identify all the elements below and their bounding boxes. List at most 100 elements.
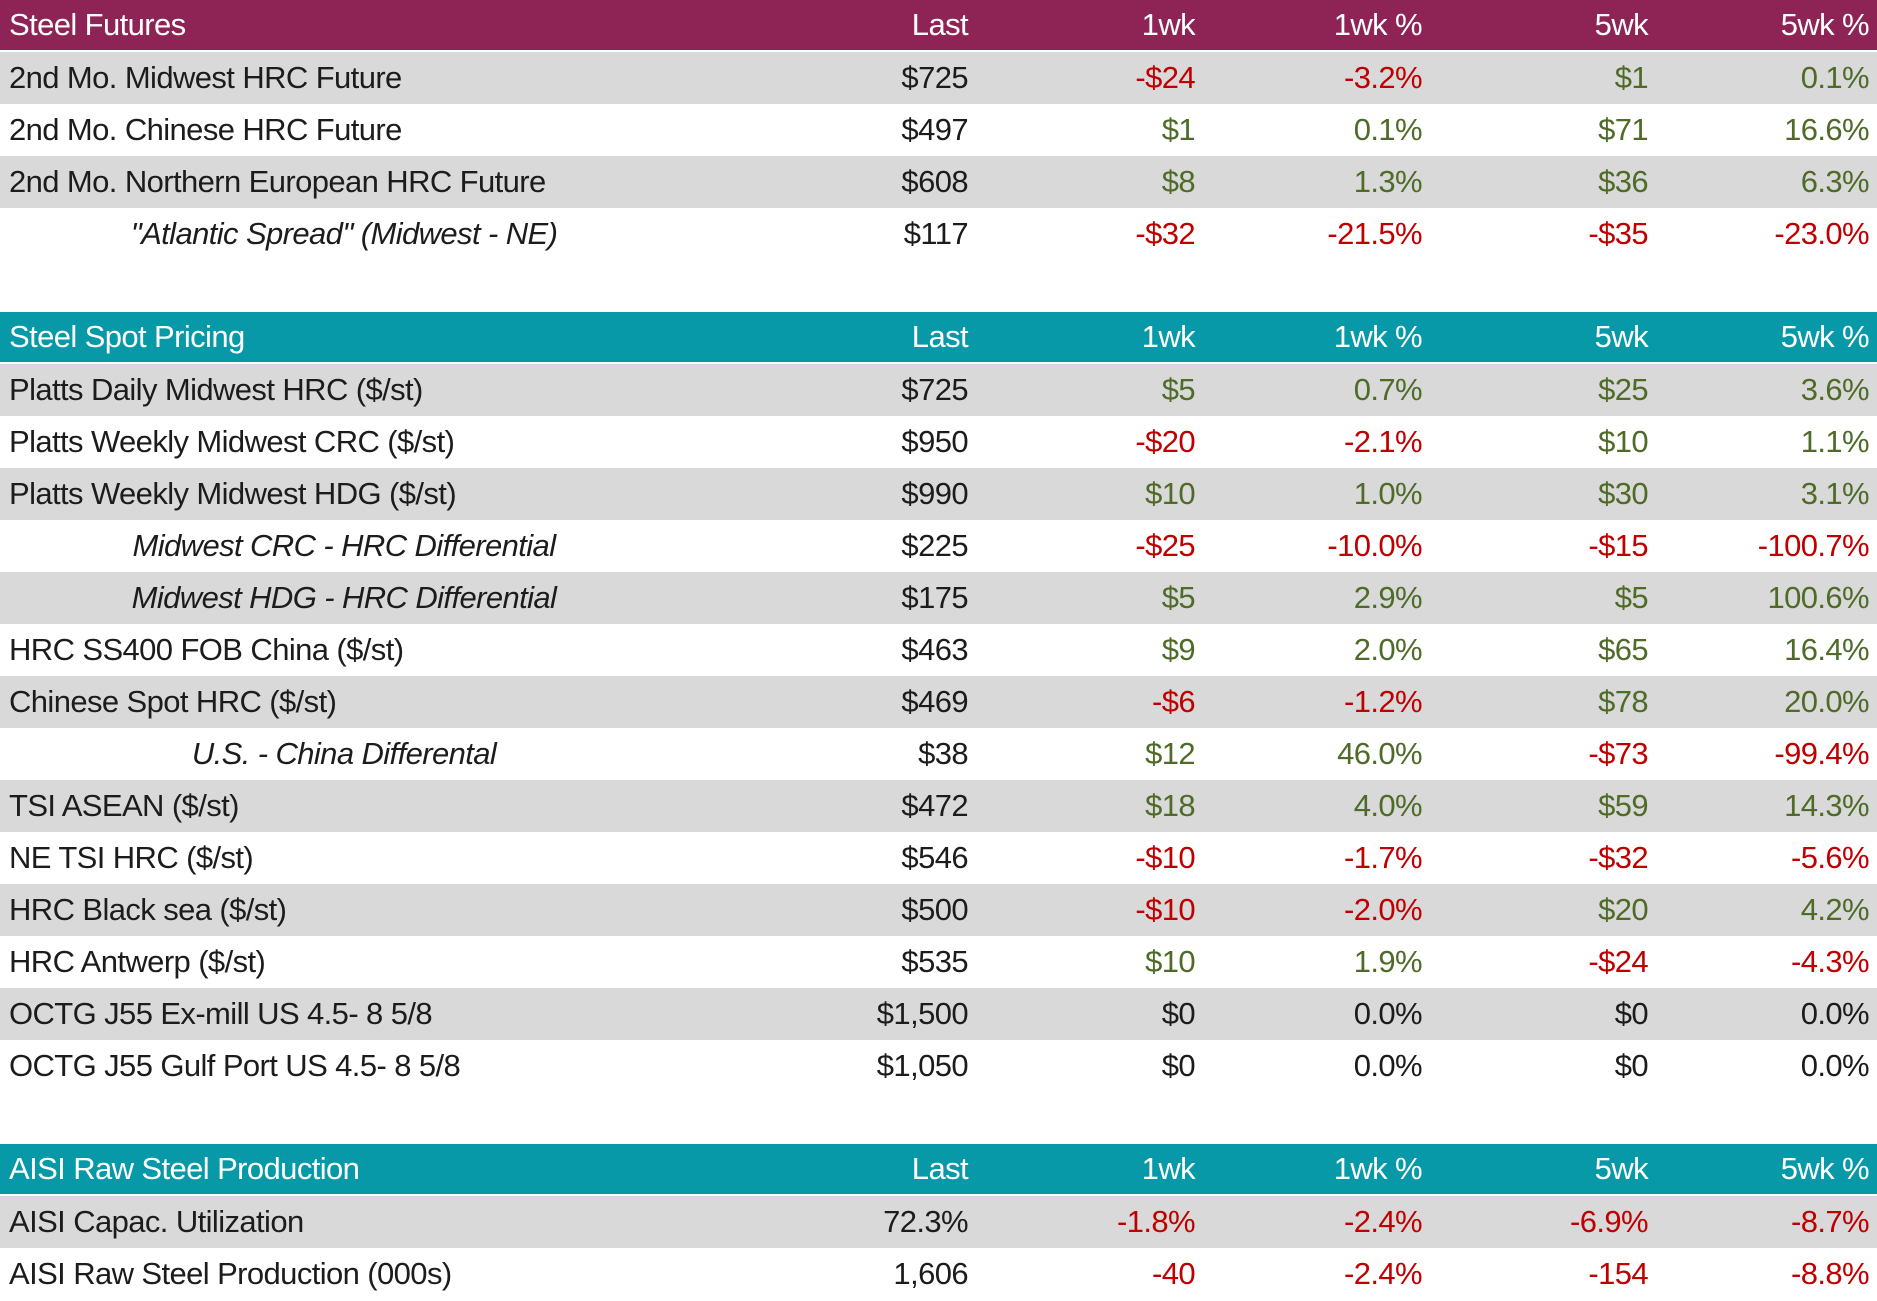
- table-row: HRC Black sea ($/st) $500 -$10 -2.0% $20 4.2%: [0, 884, 1877, 936]
- table-row: Chinese Spot HRC ($/st) $469 -$6 -1.2% $78 20…: [0, 676, 1877, 728]
- section-header-row: Steel Spot Pricing Last 1wk 1wk % 5wk 5wk %: [0, 312, 1877, 364]
- value-cell: -40: [1151, 1256, 1196, 1291]
- value-cell: -3.2%: [1344, 60, 1423, 95]
- table-row: U.S. - China Differental $38 $12 46.0% -$73 -…: [0, 728, 1877, 780]
- column-header: 1wk: [1141, 319, 1196, 354]
- value-cell: $10: [1145, 476, 1196, 511]
- value-cell: -$25: [1135, 528, 1195, 563]
- spacer-row: [0, 260, 1877, 312]
- value-cell: $1: [1614, 60, 1649, 95]
- value-cell: $175: [901, 580, 968, 615]
- value-cell: -$10: [1135, 892, 1195, 927]
- value-cell: 4.0%: [1353, 788, 1423, 823]
- value-cell: 3.1%: [1800, 476, 1870, 511]
- value-cell: 100.6%: [1767, 580, 1869, 615]
- value-cell: $463: [901, 632, 968, 667]
- column-header: 1wk %: [1333, 1151, 1423, 1186]
- column-header: 5wk: [1594, 319, 1649, 354]
- row-label: OCTG J55 Ex-mill US 4.5- 8 5/8: [9, 996, 433, 1031]
- column-header: 1wk: [1141, 7, 1196, 42]
- column-header: 5wk %: [1780, 319, 1870, 354]
- value-cell: 6.3%: [1800, 164, 1870, 199]
- value-cell: $38: [918, 736, 969, 771]
- value-cell: -2.4%: [1344, 1204, 1423, 1239]
- value-cell: -100.7%: [1757, 528, 1870, 563]
- value-cell: 0.7%: [1353, 372, 1423, 407]
- value-cell: 0.0%: [1353, 996, 1423, 1031]
- value-cell: 1.0%: [1353, 476, 1423, 511]
- value-cell: 3.6%: [1800, 372, 1870, 407]
- value-cell: -21.5%: [1327, 216, 1422, 251]
- row-label: Midwest HDG - HRC Differential: [131, 580, 557, 615]
- value-cell: -$35: [1588, 216, 1648, 251]
- spacer-row: [0, 1092, 1877, 1144]
- row-label: TSI ASEAN ($/st): [9, 788, 239, 823]
- value-cell: $9: [1161, 632, 1196, 667]
- row-label: 2nd Mo. Midwest HRC Future: [9, 60, 402, 95]
- value-cell: 0.0%: [1353, 1048, 1423, 1083]
- table-row: TSI ASEAN ($/st) $472 $18 4.0% $59 14.3%: [0, 780, 1877, 832]
- table-row: HRC Antwerp ($/st) $535 $10 1.9% -$24 -4.3%: [0, 936, 1877, 988]
- value-cell: 0.1%: [1353, 112, 1423, 147]
- value-cell: 0.1%: [1800, 60, 1870, 95]
- table-row: 2nd Mo. Chinese HRC Future $497 $1 0.1% $71 1…: [0, 104, 1877, 156]
- value-cell: -2.1%: [1344, 424, 1423, 459]
- value-cell: $10: [1598, 424, 1649, 459]
- value-cell: $10: [1145, 944, 1196, 979]
- value-cell: 4.2%: [1800, 892, 1870, 927]
- value-cell: -99.4%: [1774, 736, 1869, 771]
- section-title: Steel Spot Pricing: [9, 319, 245, 354]
- table-row: Platts Weekly Midwest CRC ($/st) $950 -$20…: [0, 416, 1877, 468]
- value-cell: $30: [1598, 476, 1649, 511]
- section-title: AISI Raw Steel Production: [9, 1151, 360, 1186]
- column-header: Last: [911, 319, 969, 354]
- value-cell: $950: [901, 424, 968, 459]
- value-cell: $1: [1161, 112, 1196, 147]
- value-cell: 2.0%: [1353, 632, 1423, 667]
- value-cell: -$15: [1588, 528, 1648, 563]
- table-row: AISI Capac. Utilization 72.3% -1.8% -2.4% -6…: [0, 1196, 1877, 1248]
- row-label: Platts Weekly Midwest HDG ($/st): [9, 476, 457, 511]
- value-cell: -$10: [1135, 840, 1195, 875]
- column-header: 1wk: [1141, 1151, 1196, 1186]
- row-label: 2nd Mo. Northern European HRC Future: [9, 164, 546, 199]
- section-header-row: Steel Futures Last 1wk 1wk % 5wk 5wk %: [0, 0, 1877, 52]
- value-cell: $225: [901, 528, 968, 563]
- table-row: AISI Raw Steel Production (000s) 1,606 -40…: [0, 1248, 1877, 1300]
- value-cell: $725: [901, 372, 968, 407]
- value-cell: -1.7%: [1344, 840, 1423, 875]
- value-cell: -4.3%: [1791, 944, 1870, 979]
- row-label: AISI Raw Steel Production (000s): [9, 1256, 452, 1291]
- value-cell: 72.3%: [883, 1204, 969, 1239]
- table-row: Platts Daily Midwest HRC ($/st) $725 $5 0.7…: [0, 364, 1877, 416]
- table-row: Platts Weekly Midwest HDG ($/st) $990 $10 1…: [0, 468, 1877, 520]
- value-cell: 1.3%: [1353, 164, 1423, 199]
- value-cell: 16.4%: [1784, 632, 1870, 667]
- value-cell: -23.0%: [1774, 216, 1869, 251]
- value-cell: -154: [1588, 1256, 1648, 1291]
- table-row: HRC SS400 FOB China ($/st) $463 $9 2.0% $65 1…: [0, 624, 1877, 676]
- value-cell: $546: [901, 840, 968, 875]
- row-label: Platts Daily Midwest HRC ($/st): [9, 372, 423, 407]
- value-cell: 1,606: [893, 1256, 968, 1291]
- value-cell: $0: [1614, 996, 1649, 1031]
- value-cell: $608: [901, 164, 968, 199]
- row-label: Platts Weekly Midwest CRC ($/st): [9, 424, 455, 459]
- row-label: Chinese Spot HRC ($/st): [9, 684, 337, 719]
- value-cell: -8.8%: [1791, 1256, 1870, 1291]
- value-cell: $1,050: [876, 1048, 969, 1083]
- value-cell: $8: [1161, 164, 1196, 199]
- row-label: HRC Black sea ($/st): [9, 892, 287, 927]
- value-cell: 16.6%: [1784, 112, 1870, 147]
- value-cell: -10.0%: [1327, 528, 1422, 563]
- value-cell: $36: [1598, 164, 1649, 199]
- value-cell: $12: [1145, 736, 1196, 771]
- value-cell: $990: [901, 476, 968, 511]
- value-cell: $18: [1145, 788, 1196, 823]
- table-row: "Atlantic Spread" (Midwest - NE) $117 -$32…: [0, 208, 1877, 260]
- value-cell: 1.9%: [1353, 944, 1423, 979]
- value-cell: $25: [1598, 372, 1649, 407]
- value-cell: 2.9%: [1353, 580, 1423, 615]
- value-cell: $78: [1598, 684, 1649, 719]
- value-cell: -2.0%: [1344, 892, 1423, 927]
